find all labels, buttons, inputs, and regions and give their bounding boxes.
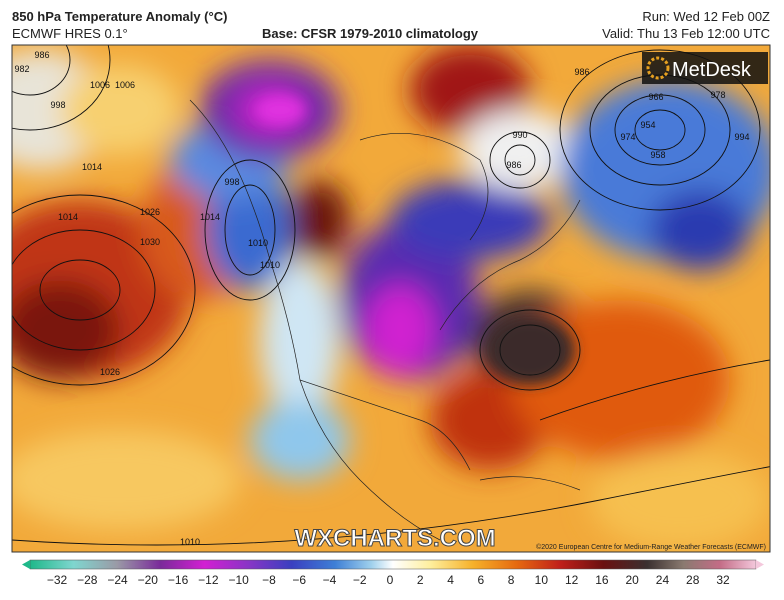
isobar-label: 998 [224, 177, 239, 187]
colorbar-label: 24 [656, 573, 670, 587]
logo-box [642, 52, 768, 84]
isobar-label: 1026 [100, 367, 120, 377]
isobar-label: 1014 [82, 162, 102, 172]
colorbar-label: −24 [107, 573, 128, 587]
copyright: ©2020 European Centre for Medium-Range W… [536, 543, 766, 551]
valid: Valid: Thu 13 Feb 12:00 UTC [602, 26, 770, 41]
isobars [12, 45, 770, 546]
title: 850 hPa Temperature Anomaly (°C) [12, 9, 227, 24]
anomaly-field [12, 45, 770, 552]
isobar-label: 994 [734, 132, 749, 142]
watermark: WXCHARTS.COM [294, 525, 495, 552]
colorbar-label: −12 [198, 573, 219, 587]
colorbar-label: 32 [716, 573, 730, 587]
isobar-label: 1014 [200, 212, 220, 222]
anomaly-blobs [12, 45, 770, 550]
isobar-label: 1006 [115, 80, 135, 90]
model: ECMWF HRES 0.1° [12, 26, 128, 41]
isobar-label: 1010 [248, 238, 268, 248]
isobar-label: 1010 [260, 260, 280, 270]
colorbar-label: −8 [262, 573, 276, 587]
colorbar-label: 20 [626, 573, 640, 587]
colorbar-label: −4 [323, 573, 337, 587]
colorbar [29, 559, 757, 570]
isobar-label: 958 [650, 150, 665, 160]
colorbar-label: −32 [47, 573, 68, 587]
coastlines [189, 99, 581, 541]
colorbar-label: −10 [228, 573, 249, 587]
logo: MetDesk [672, 59, 752, 81]
isobar-label: 1014 [58, 212, 78, 222]
colorbar-label: −20 [138, 573, 159, 587]
isobar-label: 986 [574, 67, 589, 77]
isobar-labels: 982 986 998 1014 1006 998 1014 1010 1026 1030 1006… [14, 50, 749, 547]
colorbar-label: −16 [168, 573, 189, 587]
isobar-label: 1010 [180, 537, 200, 547]
colorbar-label: 16 [595, 573, 609, 587]
colorbar-label: 12 [565, 573, 579, 587]
isobar-label: 986 [506, 160, 521, 170]
colorbar-labels: −32 −28 −24 −20 −16 −12 −10 −8 −6 −4 −2 0 2 4 6 8 10 12 16… [47, 573, 730, 587]
colorbar-label: −6 [292, 573, 306, 587]
isobar-label: 1026 [140, 207, 160, 217]
colorbar-label: 0 [387, 573, 394, 587]
logo-icon [646, 56, 670, 80]
isobar-label: 1006 [90, 80, 110, 90]
base: Base: CFSR 1979-2010 climatology [262, 26, 479, 41]
colorbar-label: 28 [686, 573, 700, 587]
isobar-label: 986 [34, 50, 49, 60]
isobar-label: 978 [710, 90, 725, 100]
isobar-label: 1030 [140, 237, 160, 247]
colorbar-arrow [22, 560, 30, 569]
isobar-label: 954 [640, 120, 655, 130]
isobar-label: 966 [648, 92, 663, 102]
colorbar-label: 6 [477, 573, 484, 587]
colorbar-label: 8 [508, 573, 515, 587]
isobar-label: 990 [512, 130, 527, 140]
colorbar-label: 2 [417, 573, 424, 587]
colorbar-label: 10 [535, 573, 549, 587]
colorbar-label: −2 [353, 573, 367, 587]
isobar-label: 998 [50, 100, 65, 110]
colorbar-label: 4 [447, 573, 454, 587]
colorbar-label: −28 [77, 573, 98, 587]
isobar-label: 974 [620, 132, 635, 142]
isobar-label: 982 [14, 64, 29, 74]
run: Run: Wed 12 Feb 00Z [642, 9, 770, 24]
colorbar-arrow [756, 560, 764, 569]
map-frame [11, 44, 771, 553]
